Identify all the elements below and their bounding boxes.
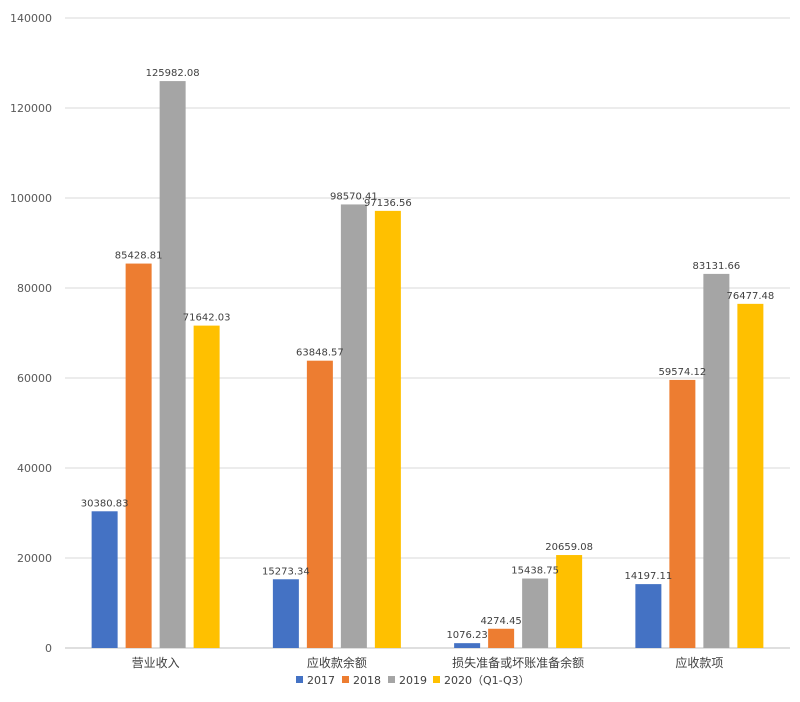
y-tick-label: 60000 [17, 372, 52, 385]
legend-label: 2018 [353, 674, 381, 687]
legend-swatch [296, 676, 303, 683]
category-label: 损失准备或坏账准备余额 [452, 655, 584, 670]
legend-swatch [342, 676, 349, 683]
data-label: 14197.11 [625, 571, 673, 582]
legend-label: 2020（Q1-Q3） [444, 674, 530, 687]
bar-2018-0 [125, 263, 152, 648]
data-label: 76477.48 [727, 291, 775, 302]
legend-swatch [388, 676, 395, 683]
data-label: 20659.08 [545, 542, 593, 553]
bar-2018-2 [488, 628, 515, 648]
y-tick-label: 0 [45, 642, 52, 655]
legend-label: 2017 [307, 674, 335, 687]
data-label: 85428.81 [115, 251, 163, 262]
y-axis: 0 20000 40000 60000 80000 100000 120000 140000 [10, 12, 52, 655]
bar-2020（Q1-Q3）-0 [193, 325, 220, 648]
data-label: 1076.23 [446, 630, 487, 641]
bar-2019-1 [340, 204, 367, 648]
data-label: 30380.83 [81, 498, 129, 509]
legend-swatch [433, 676, 440, 683]
data-label: 15273.34 [262, 566, 310, 577]
bar-2020（Q1-Q3）-3 [737, 303, 764, 648]
y-tick-label: 100000 [10, 192, 52, 205]
bar-2019-3 [703, 273, 730, 648]
data-label: 83131.66 [693, 261, 741, 272]
x-axis: 营业收入 应收款余额 损失准备或坏账准备余额 应收款项 [132, 655, 724, 670]
bar-2018-1 [306, 360, 333, 648]
bar-2017-1 [272, 579, 299, 648]
bar-2020（Q1-Q3）-1 [374, 210, 401, 648]
y-tick-label: 120000 [10, 102, 52, 115]
data-label: 98570.41 [330, 191, 378, 202]
legend: 2017 2018 2019 2020（Q1-Q3） [296, 674, 530, 687]
data-labels: 30380.83 85428.81 125982.08 71642.03 15273.3… [81, 68, 774, 641]
bar-2020（Q1-Q3）-2 [556, 555, 583, 648]
bar-2017-0 [91, 511, 118, 648]
bar-2019-0 [159, 81, 186, 649]
bar-2019-2 [522, 578, 549, 648]
category-label: 应收款余额 [307, 655, 367, 670]
data-label: 4274.45 [480, 616, 521, 627]
y-tick-label: 140000 [10, 12, 52, 25]
y-tick-label: 80000 [17, 282, 52, 295]
category-label: 营业收入 [132, 656, 180, 670]
data-label: 125982.08 [146, 68, 200, 79]
bar-2017-2 [454, 643, 481, 648]
data-label: 15438.75 [511, 566, 559, 577]
y-tick-label: 20000 [17, 552, 52, 565]
gridlines [65, 17, 790, 649]
legend-label: 2019 [399, 674, 427, 687]
y-tick-label: 40000 [17, 462, 52, 475]
data-label: 71642.03 [183, 313, 231, 324]
bar-2018-3 [669, 379, 696, 648]
data-label: 97136.56 [364, 198, 412, 209]
data-label: 63848.57 [296, 348, 344, 359]
bars [91, 81, 764, 649]
category-label: 应收款项 [675, 655, 723, 670]
bar-2017-3 [635, 584, 662, 648]
data-label: 59574.12 [659, 367, 707, 378]
